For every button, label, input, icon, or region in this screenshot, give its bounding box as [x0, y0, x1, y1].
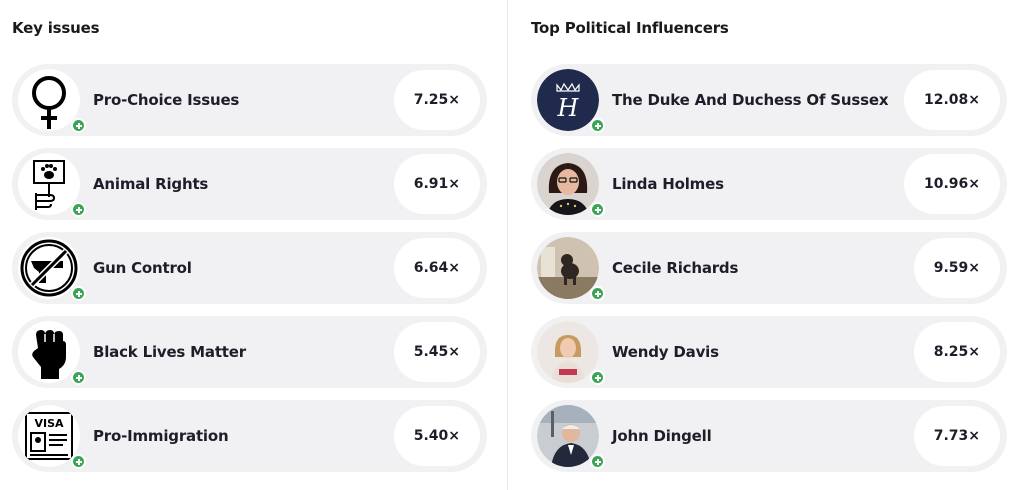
issue-label: Pro-Choice Issues — [93, 91, 240, 109]
add-badge-icon[interactable] — [590, 118, 605, 133]
sussex-monogram-avatar: H — [537, 69, 599, 131]
issue-score: 6.91× — [393, 154, 480, 214]
influencer-name: Cecile Richards — [612, 259, 739, 277]
dog-photo-avatar — [537, 237, 599, 299]
raised-fist-icon — [32, 330, 66, 379]
key-issues-panel: Key issues Pro-Choice Issues 7.25× — [0, 0, 507, 490]
add-badge-icon[interactable] — [590, 286, 605, 301]
add-badge-icon[interactable] — [71, 118, 86, 133]
issue-label: Pro-Immigration — [93, 427, 229, 445]
avatar — [537, 405, 605, 469]
influencer-score: 10.96× — [903, 154, 1000, 214]
influencer-row-john-dingell[interactable]: John Dingell 7.73× — [531, 400, 1007, 472]
issue-icon-wrap — [18, 321, 86, 385]
issue-icon-wrap — [18, 69, 86, 133]
issue-icon-wrap — [18, 153, 86, 217]
issue-score: 5.40× — [393, 406, 480, 466]
no-gun-icon — [20, 239, 78, 297]
monogram-text: H — [557, 94, 580, 122]
add-badge-icon[interactable] — [71, 370, 86, 385]
add-badge-icon[interactable] — [590, 202, 605, 217]
issue-row-gun-control[interactable]: Gun Control 6.64× — [12, 232, 487, 304]
issue-row-pro-choice[interactable]: Pro-Choice Issues 7.25× — [12, 64, 487, 136]
avatar — [537, 237, 605, 301]
add-badge-icon[interactable] — [590, 370, 605, 385]
influencer-score: 8.25× — [913, 322, 1000, 382]
influencer-score: 12.08× — [903, 70, 1000, 130]
influencer-row-sussex[interactable]: H The Duke And Duchess Of Sussex 12.08× — [531, 64, 1007, 136]
influencer-name: Linda Holmes — [612, 175, 724, 193]
person-photo-avatar — [537, 321, 599, 383]
visa-text: VISA — [34, 417, 64, 430]
influencer-name: The Duke And Duchess Of Sussex — [612, 91, 889, 109]
issue-score: 5.45× — [393, 322, 480, 382]
influencer-row-linda-holmes[interactable]: Linda Holmes 10.96× — [531, 148, 1007, 220]
person-photo-avatar — [537, 153, 599, 215]
issue-label: Animal Rights — [93, 175, 209, 193]
issue-score: 6.64× — [393, 238, 480, 298]
key-issues-title: Key issues — [12, 19, 100, 37]
issue-icon-wrap: VISA — [18, 405, 86, 469]
female-symbol-icon — [32, 76, 66, 129]
issue-score: 7.25× — [393, 70, 480, 130]
add-badge-icon[interactable] — [71, 202, 86, 217]
influencer-score: 7.73× — [913, 406, 1000, 466]
influencers-panel: Top Political Influencers H The Duke And… — [508, 0, 1024, 490]
influencer-name: John Dingell — [612, 427, 712, 445]
influencer-score: 9.59× — [913, 238, 1000, 298]
issue-icon-wrap — [18, 237, 86, 301]
avatar: H — [537, 69, 605, 133]
add-badge-icon[interactable] — [71, 454, 86, 469]
visa-icon: VISA — [25, 412, 73, 460]
add-badge-icon[interactable] — [590, 454, 605, 469]
issue-row-blm[interactable]: Black Lives Matter 5.45× — [12, 316, 487, 388]
person-photo-avatar — [537, 405, 599, 467]
influencer-name: Wendy Davis — [612, 343, 719, 361]
panel-divider — [507, 0, 508, 490]
influencers-title: Top Political Influencers — [531, 19, 729, 37]
issue-row-animal-rights[interactable]: Animal Rights 6.91× — [12, 148, 487, 220]
issue-label: Black Lives Matter — [93, 343, 246, 361]
add-badge-icon[interactable] — [71, 286, 86, 301]
avatar — [537, 321, 605, 385]
influencer-row-cecile-richards[interactable]: Cecile Richards 9.59× — [531, 232, 1007, 304]
paw-sign-icon — [33, 160, 65, 210]
avatar — [537, 153, 605, 217]
influencer-row-wendy-davis[interactable]: Wendy Davis 8.25× — [531, 316, 1007, 388]
issue-label: Gun Control — [93, 259, 192, 277]
issue-row-pro-immigration[interactable]: VISA Pro-Immigration 5.40× — [12, 400, 487, 472]
